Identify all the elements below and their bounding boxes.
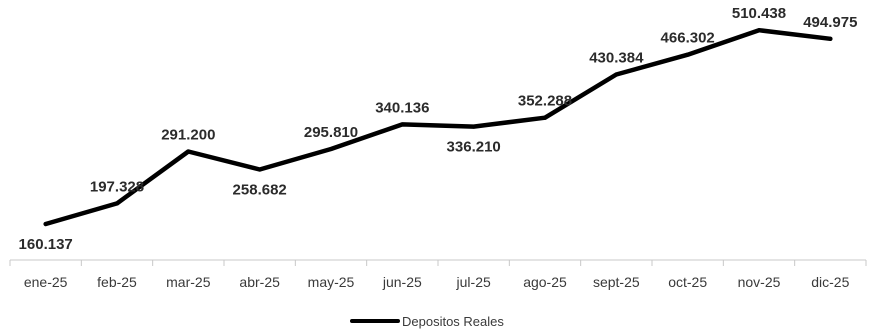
data-labels: 160.137 197.328 291.200 258.682 295.810 340.1… bbox=[19, 5, 858, 253]
x-tick-label: ene-25 bbox=[24, 274, 68, 290]
data-point bbox=[43, 222, 48, 226]
x-axis: ene-25 feb-25 mar-25 abr-25 may-25 jun-25 jul-… bbox=[9, 259, 867, 290]
x-tick-label: feb-25 bbox=[97, 274, 137, 290]
data-label: 430.384 bbox=[589, 50, 644, 67]
x-tick-label: nov-25 bbox=[738, 274, 781, 290]
data-label: 336.210 bbox=[447, 139, 501, 156]
legend-label: Depositos Reales bbox=[402, 314, 504, 329]
data-point bbox=[400, 122, 405, 127]
x-tick-label: abr-25 bbox=[239, 274, 280, 290]
data-point bbox=[186, 149, 191, 154]
x-tick-label: jul-25 bbox=[456, 274, 491, 290]
x-tick-label: oct-25 bbox=[668, 274, 707, 290]
data-label: 510.438 bbox=[732, 5, 786, 22]
series-line-depositos-reales bbox=[43, 27, 833, 227]
data-label: 197.328 bbox=[90, 178, 144, 195]
data-point bbox=[828, 36, 833, 41]
x-tick-label: may-25 bbox=[308, 274, 355, 290]
x-tick-label: mar-25 bbox=[166, 274, 211, 290]
data-point bbox=[685, 52, 690, 57]
data-label: 494.975 bbox=[803, 14, 857, 31]
data-point bbox=[257, 167, 262, 172]
data-label: 466.302 bbox=[661, 30, 715, 47]
x-tick-label: sept-25 bbox=[593, 274, 640, 290]
data-label: 160.137 bbox=[19, 236, 73, 253]
data-label: 340.136 bbox=[375, 99, 429, 116]
data-point bbox=[329, 146, 333, 151]
data-point bbox=[614, 72, 619, 77]
data-point bbox=[757, 28, 761, 33]
x-tick-label: ago-25 bbox=[523, 274, 567, 290]
data-point bbox=[115, 201, 119, 206]
data-point bbox=[471, 124, 476, 129]
x-tick-label: dic-25 bbox=[811, 274, 849, 290]
legend: Depositos Reales bbox=[350, 314, 504, 329]
data-label: 295.810 bbox=[304, 124, 358, 141]
series-line-group bbox=[43, 27, 833, 227]
x-tick-label: jun-25 bbox=[382, 274, 422, 290]
data-label: 291.200 bbox=[161, 127, 215, 144]
data-label: 258.682 bbox=[233, 181, 287, 198]
data-point bbox=[543, 115, 547, 120]
data-label: 352.288 bbox=[518, 93, 572, 110]
